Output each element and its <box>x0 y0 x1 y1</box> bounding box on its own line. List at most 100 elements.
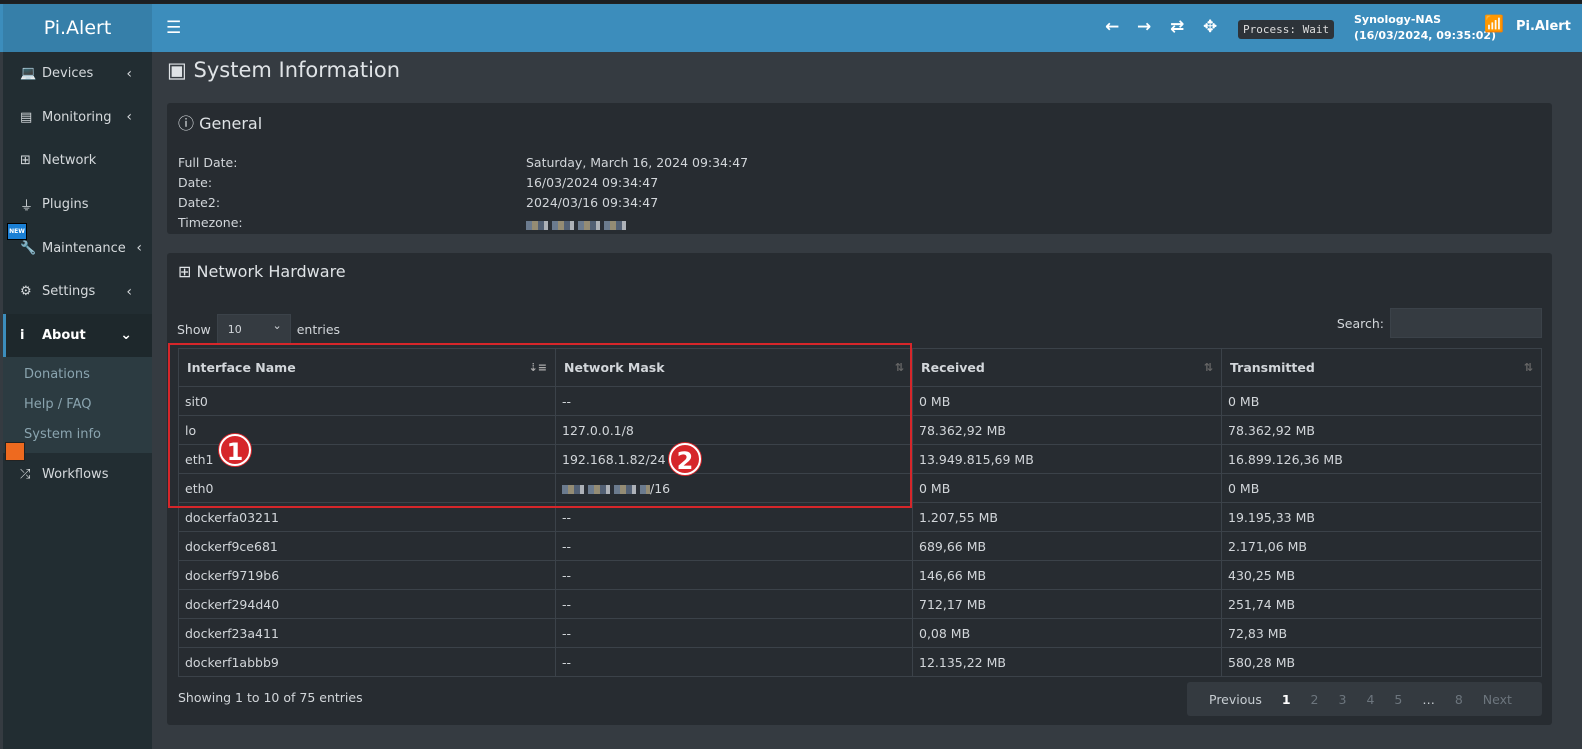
cell-text: 712,17 MB <box>919 596 987 612</box>
sidebar-item-network[interactable]: ⊞ Network <box>3 139 152 183</box>
next-button[interactable]: Next <box>1482 691 1512 707</box>
table-cell: -- <box>555 647 913 677</box>
table-row: dockerf9719b6 -- 146,66 MB 430,25 MB <box>178 560 1542 590</box>
cell-text: 251,74 MB <box>1228 596 1296 612</box>
table-cell: 430,25 MB <box>1221 560 1542 590</box>
brand-link[interactable]: Pi.Alert <box>1516 19 1571 34</box>
general-title-text: General <box>199 114 263 133</box>
table-cell: 1.207,55 MB <box>912 502 1222 532</box>
sidebar-item-monitoring[interactable]: ▤ Monitoring ‹ <box>3 96 152 140</box>
process-status: Process: Wait <box>1238 20 1335 39</box>
sidebar-item-label: Settings <box>42 284 96 300</box>
table-cell: 127.0.0.1/8 <box>555 415 913 445</box>
table-row: sit0 -- 0 MB 0 MB <box>178 386 1542 416</box>
previous-button[interactable]: Previous <box>1209 691 1262 707</box>
cell-text: dockerf23a411 <box>185 625 279 641</box>
cell-text: 689,66 MB <box>919 538 987 554</box>
page-8[interactable]: 8 <box>1454 691 1463 707</box>
sidebar-item-about[interactable]: i About ⌄ <box>3 313 152 358</box>
cell-text: dockerf294d40 <box>185 596 280 612</box>
search-label: Search: <box>1336 315 1384 331</box>
col-interface-name[interactable]: Interface Name ⇣≡ <box>178 348 556 387</box>
cell-text: -- <box>562 567 572 583</box>
chart-icon: ▤ <box>20 109 33 125</box>
chevron-down-icon: ⌄ <box>120 327 132 344</box>
page-4[interactable]: 4 <box>1366 691 1375 707</box>
table-row: dockerf1abbb9 -- 12.135,22 MB 580,28 MB <box>178 647 1542 677</box>
sidebar: 💻 Devices ‹ ▤ Monitoring ‹ ⊞ Network ⏚ Plugins… <box>3 52 152 749</box>
value: 2024/03/16 09:34:47 <box>526 195 659 210</box>
wrench-icon: 🔧 <box>20 240 37 256</box>
chevron-left-icon: ‹ <box>126 283 132 300</box>
table-row: eth0/16 0 MB 0 MB <box>178 473 1542 503</box>
table-cell: dockerf1abbb9 <box>178 647 556 677</box>
col-received[interactable]: Received ⇅ <box>912 348 1222 387</box>
cell-text: 0,08 MB <box>919 625 971 641</box>
page-1[interactable]: 1 <box>1281 691 1291 707</box>
table-cell: 580,28 MB <box>1221 647 1542 677</box>
sidebar-item-workflows[interactable]: ⤮ Workflows <box>3 453 152 497</box>
header-label: Received <box>921 360 985 375</box>
hamburger-menu-icon[interactable]: ☰ <box>166 18 182 38</box>
cell-text: 12.135,22 MB <box>919 654 1006 670</box>
table-cell: dockerf294d40 <box>178 589 556 619</box>
page-size-control: Show 10 entries <box>177 314 340 344</box>
sidebar-item-label: Monitoring <box>42 109 112 125</box>
cell-text: -- <box>562 509 572 525</box>
annotation-marker-1: 1 <box>219 434 251 466</box>
network-title: ⊞ Network Hardware <box>178 262 346 281</box>
info-circle-icon: ⓘ <box>178 114 195 133</box>
logo[interactable]: Pi.Alert <box>3 4 152 53</box>
table-cell: -- <box>555 618 913 648</box>
page-title: ▣ System Information <box>167 58 400 82</box>
cell-text: 192.168.1.82/24 <box>562 451 666 467</box>
table-row: dockerf294d40 -- 712,17 MB 251,74 MB <box>178 589 1542 619</box>
about-submenu: Donations Help / FAQ System info <box>3 357 152 454</box>
header-label: Interface Name <box>187 360 296 375</box>
sidebar-item-maintenance[interactable]: 🔧 Maintenance ‹ <box>3 226 152 270</box>
arrow-left-icon[interactable]: ← <box>1105 17 1120 37</box>
submenu-help-faq[interactable]: Help / FAQ <box>24 397 92 413</box>
search-input[interactable] <box>1390 308 1542 338</box>
table-cell: 78.362,92 MB <box>912 415 1222 445</box>
sidebar-item-settings[interactable]: ⚙ Settings ‹ <box>3 270 152 314</box>
submenu-system-info[interactable]: System info <box>24 427 101 443</box>
show-label: Show <box>177 321 211 337</box>
sitemap-icon: ⊞ <box>178 262 192 281</box>
submenu-donations[interactable]: Donations <box>24 367 90 383</box>
table-cell: dockerf9ce681 <box>178 531 556 561</box>
table-info: Showing 1 to 10 of 75 entries <box>178 690 363 705</box>
plug-icon: ⏚ <box>20 199 34 215</box>
router-icon[interactable]: 📶 <box>1484 14 1504 33</box>
sidebar-item-devices[interactable]: 💻 Devices ‹ <box>3 52 152 96</box>
table-cell: -- <box>555 560 913 590</box>
sort-icon: ⇅ <box>894 361 904 374</box>
page-size-select[interactable]: 10 <box>216 314 291 344</box>
network-table: Interface Name ⇣≡ Network Mask ⇅ Received ⇅… <box>178 348 1542 677</box>
page-5[interactable]: 5 <box>1394 691 1403 707</box>
refresh-icon[interactable]: ⇄ <box>1170 17 1185 37</box>
table-row: dockerf23a411 -- 0,08 MB 72,83 MB <box>178 618 1542 648</box>
sort-icon: ⇅ <box>1523 361 1533 374</box>
cell-text: 146,66 MB <box>919 567 987 583</box>
host-info: Synology-NAS (16/03/2024, 09:35:02) <box>1354 12 1496 44</box>
sidebar-item-plugins[interactable]: ⏚ Plugins <box>3 183 152 227</box>
value: Saturday, March 16, 2024 09:34:47 <box>526 155 749 170</box>
cell-text: 72,83 MB <box>1228 625 1288 641</box>
table-cell: dockerf23a411 <box>178 618 556 648</box>
move-icon[interactable]: ✥ <box>1203 17 1218 37</box>
table-cell: -- <box>555 589 913 619</box>
col-transmitted[interactable]: Transmitted ⇅ <box>1221 348 1542 387</box>
table-row: dockerf9ce681 -- 689,66 MB 2.171,06 MB <box>178 531 1542 561</box>
page-2[interactable]: 2 <box>1310 691 1319 707</box>
table-cell: 0 MB <box>912 386 1222 416</box>
col-network-mask[interactable]: Network Mask ⇅ <box>555 348 913 387</box>
arrow-right-icon[interactable]: → <box>1137 17 1152 37</box>
table-cell: 72,83 MB <box>1221 618 1542 648</box>
page-3[interactable]: 3 <box>1338 691 1347 707</box>
table-cell: 146,66 MB <box>912 560 1222 590</box>
redacted-timezone <box>526 217 626 232</box>
cell-text: 2.171,06 MB <box>1228 538 1307 554</box>
sort-asc-icon: ⇣≡ <box>528 361 547 374</box>
network-hardware-box: ⊞ Network Hardware Show 10 entries Search:… <box>167 253 1552 725</box>
